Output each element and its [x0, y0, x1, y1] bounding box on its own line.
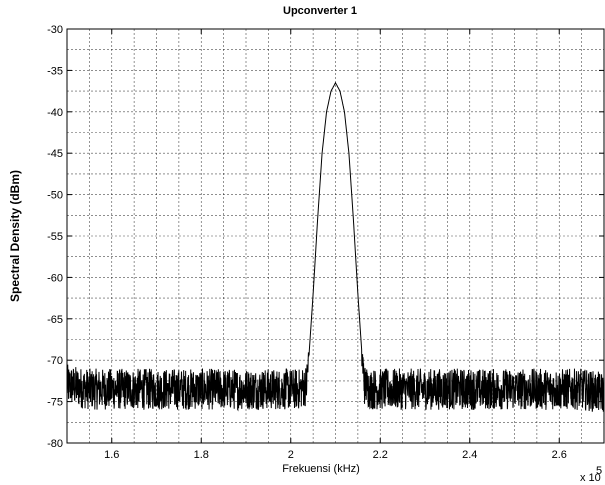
- series-line: [66, 81, 605, 412]
- y-tick-label: -60: [47, 272, 63, 284]
- y-tick-label: -55: [47, 231, 63, 243]
- y-tick-label: -80: [47, 438, 63, 450]
- x-multiplier-exponent: 5: [596, 465, 602, 477]
- y-tick-label: -50: [47, 190, 63, 202]
- x-tick-label: 2: [288, 449, 294, 461]
- y-tick-label: -40: [47, 107, 63, 119]
- y-tick-label: -45: [47, 148, 63, 160]
- x-tick-label: 2.4: [462, 449, 477, 461]
- y-tick-label: -70: [47, 355, 63, 367]
- y-tick-label: -35: [47, 65, 63, 77]
- y-tick-label: -75: [47, 397, 63, 409]
- chart-title: Upconverter 1: [283, 5, 357, 17]
- x-tick-label: 2.2: [373, 449, 388, 461]
- x-axis-multiplier: x 10 5: [580, 465, 602, 484]
- y-axis-ticks: -80 -75 -70 -65 -60 -55 -50 -45 -40 -35 -30: [47, 24, 604, 450]
- x-tick-label: 1.6: [104, 449, 119, 461]
- y-axis-label: Spectral Density (dBm): [8, 170, 22, 302]
- x-axis-label: Frekuensi (kHz): [282, 463, 360, 475]
- y-tick-label: -65: [47, 314, 63, 326]
- x-tick-label: 2.6: [552, 449, 567, 461]
- x-multiplier-text: x 10: [580, 472, 601, 484]
- x-axis-ticks: 1.6 1.8 2 2.2 2.4 2.6: [104, 29, 567, 461]
- y-tick-label: -30: [47, 24, 63, 36]
- x-tick-label: 1.8: [194, 449, 209, 461]
